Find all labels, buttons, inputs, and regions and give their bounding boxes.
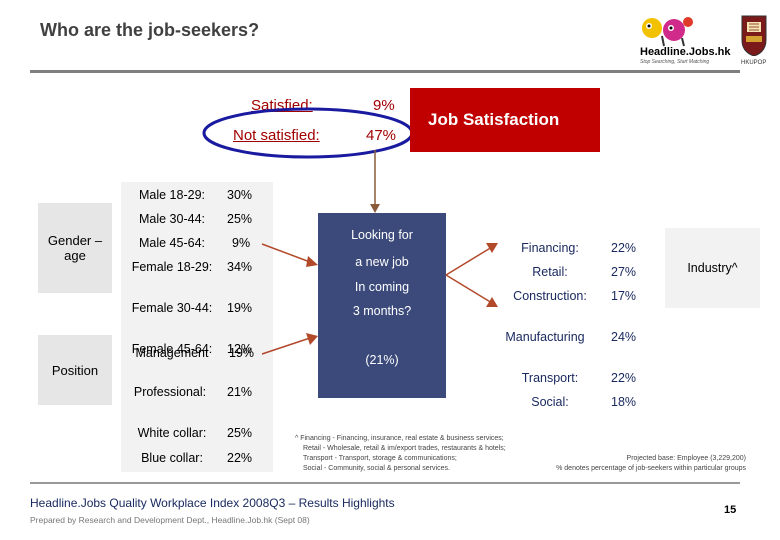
industry-label-box: Industry^ — [665, 228, 760, 308]
footnote-line-4: Social - Community, social & personal se… — [303, 465, 450, 472]
industry-panel — [500, 228, 658, 413]
demo-label-1: Male 30-44: — [138, 212, 205, 226]
footnote-line-3: Transport - Transport, storage & communi… — [303, 455, 457, 462]
center-line-1: Looking for — [351, 228, 413, 242]
position-value-2: 25% — [227, 426, 253, 440]
left-arrow-icon — [261, 333, 318, 355]
not-satisfied-label: Not satisfied: — [233, 127, 320, 144]
position-label-1: Professional: — [133, 385, 207, 399]
industry-value-5: 18% — [611, 395, 637, 409]
job-satisfaction-title: Job Satisfaction — [428, 110, 560, 129]
logo-text: Headline.Jobs.hk — [640, 46, 731, 58]
center-line-2: a new job — [355, 255, 409, 269]
center-line-4: 3 months? — [352, 304, 412, 318]
position-value-0: 19% — [229, 346, 255, 360]
industry-label-5: Social: — [531, 395, 569, 409]
position-text: Position — [51, 362, 99, 378]
satisfaction-summary — [228, 90, 418, 152]
center-percent: (21%) — [365, 353, 399, 367]
industry-label-1: Retail: — [532, 265, 568, 279]
industry-value-4: 22% — [611, 371, 637, 385]
logo-tagline: Stop Searching, Start Matching — [640, 59, 710, 65]
hku-crest-icon — [740, 14, 768, 57]
gender-age-text: Gender – age — [47, 233, 103, 263]
demo-value-0: 30% — [227, 188, 253, 202]
demo-label-3: Female 18-29: — [131, 260, 213, 274]
footer-divider — [30, 482, 740, 484]
mascot-icon — [642, 17, 693, 47]
industry-label-3: Manufacturing — [505, 330, 585, 344]
demo-value-1: 25% — [227, 212, 253, 226]
industry-label-4: Transport: — [521, 371, 579, 385]
demo-label-2: Male 45-64: — [138, 236, 205, 250]
left-arrow-icon — [261, 243, 318, 267]
industry-label-2: Construction: — [513, 289, 587, 303]
footer-title: Headline.Jobs Quality Workplace Index 20… — [30, 496, 395, 510]
header-divider — [30, 70, 740, 73]
demo-label-0: Male 18-29: — [138, 188, 205, 202]
footer-prepared: Prepared by Research and Development Dep… — [30, 515, 310, 525]
industry-box-text: Industry^ — [687, 261, 738, 275]
demo-label-4: Female 30-44: — [131, 301, 213, 315]
not-satisfied-value: 47% — [366, 127, 397, 144]
down-arrow-icon — [370, 150, 380, 213]
position-label-2: White collar: — [137, 426, 207, 440]
highlight-ellipse — [202, 107, 414, 159]
hku-label: HKUPOP — [741, 60, 767, 66]
footnote-definitions: ^ Financing - Financing, insurance, real… — [295, 434, 555, 474]
industry-value-2: 17% — [611, 289, 637, 303]
projected-base: Projected base: Employee (3,229,200) — [626, 455, 746, 462]
demo-value-3: 34% — [227, 260, 253, 274]
demo-label-5: Female 45-64: — [131, 342, 213, 356]
demo-value-4: 19% — [227, 301, 253, 315]
footnote-base: Projected base: Employee (3,229,200) % d… — [520, 454, 746, 474]
position-value-1: 21% — [227, 385, 253, 399]
industry-value-1: 27% — [611, 265, 637, 279]
industry-value-0: 22% — [611, 241, 637, 255]
footnote-line-1: ^ Financing - Financing, insurance, real… — [295, 435, 504, 442]
page-title: Who are the job-seekers? — [40, 20, 260, 40]
job-satisfaction-box — [410, 88, 600, 152]
page-number: 15 — [724, 504, 737, 516]
industry-label-0: Financing: — [521, 241, 579, 255]
industry-value-3: 24% — [611, 330, 637, 344]
position-label-0: Management — [135, 346, 209, 360]
right-arrow-icon — [445, 243, 498, 307]
percent-denotes: % denotes percentage of job-seekers with… — [556, 465, 746, 472]
demographics-panel — [121, 182, 273, 472]
position-value-3: 22% — [227, 451, 253, 465]
headline-jobs-logo — [638, 14, 698, 48]
center-line-3: In coming — [354, 280, 410, 294]
demo-value-2: 9% — [232, 236, 251, 250]
job-search-box — [318, 213, 446, 398]
position-label: Position — [38, 335, 112, 405]
position-label-3: Blue collar: — [141, 451, 203, 465]
footnote-line-2: Retail - Wholesale, retail & im/export t… — [303, 445, 506, 452]
satisfied-value: 9% — [373, 97, 395, 114]
gender-age-label: Gender – age — [38, 203, 112, 293]
demo-value-5: 12% — [227, 342, 253, 356]
